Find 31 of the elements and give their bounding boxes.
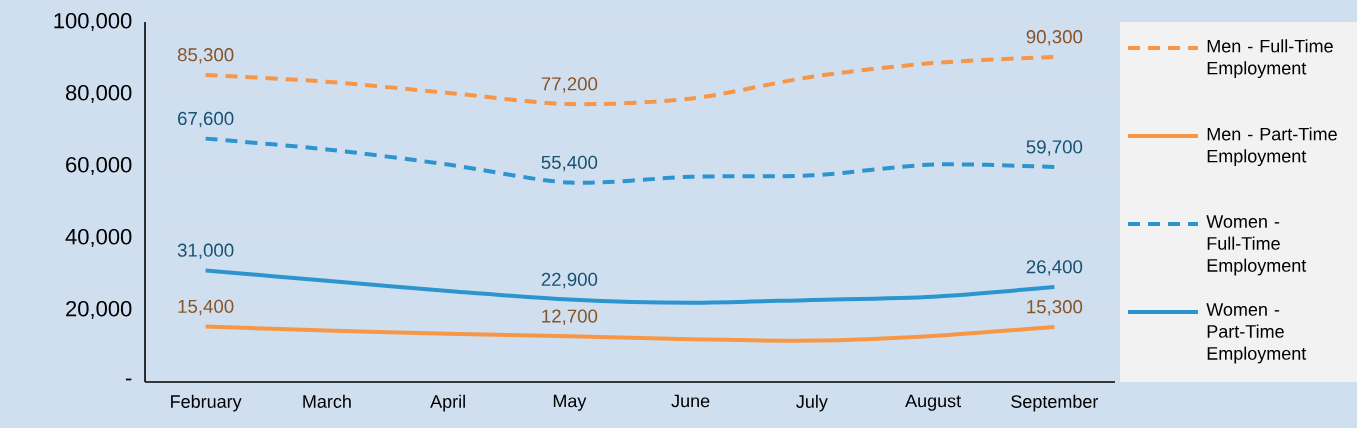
legend-label: Men - Full-Time Employment bbox=[1207, 39, 1333, 79]
y-tick-label: - bbox=[125, 378, 132, 381]
data-label: 15,400 bbox=[178, 299, 234, 316]
data-label: 22,900 bbox=[541, 272, 598, 289]
x-tick-label: February bbox=[171, 394, 242, 412]
legend-label: Women - Part-Time Employment bbox=[1206, 303, 1307, 364]
y-tick-label: 60,000 bbox=[66, 156, 132, 176]
data-label: 12,700 bbox=[542, 309, 598, 325]
y-tick-label: 100,000 bbox=[54, 12, 132, 32]
data-label: 67,600 bbox=[178, 111, 234, 128]
x-tick-label: April bbox=[430, 394, 465, 412]
data-label: 77,200 bbox=[541, 77, 598, 93]
legend-label: Women - Full-Time Employment bbox=[1206, 215, 1307, 276]
data-label: 90,300 bbox=[1026, 30, 1083, 46]
x-tick-label: March bbox=[303, 394, 351, 408]
data-label: 31,000 bbox=[177, 243, 234, 260]
data-label: 85,300 bbox=[177, 48, 234, 64]
x-tick-label: August bbox=[905, 394, 961, 411]
x-tick-label: May bbox=[553, 394, 587, 411]
y-tick-label: 40,000 bbox=[65, 228, 132, 248]
data-label: 59,700 bbox=[1026, 140, 1083, 156]
x-tick-label: July bbox=[796, 394, 828, 412]
data-label: 26,400 bbox=[1026, 260, 1083, 276]
x-tick-label: June bbox=[671, 394, 710, 408]
legend-label: Men - Part-Time Employment bbox=[1207, 127, 1337, 167]
data-label: 15,300 bbox=[1027, 300, 1083, 316]
y-tick-label: 20,000 bbox=[66, 300, 132, 320]
y-tick-label: 80,000 bbox=[65, 84, 132, 104]
x-tick-label: September bbox=[1011, 394, 1099, 412]
data-label: 55,400 bbox=[541, 155, 598, 172]
line-series bbox=[203, 324, 1057, 343]
